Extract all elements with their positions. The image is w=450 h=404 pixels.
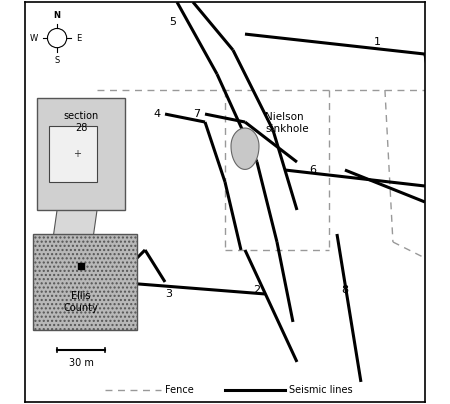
- Text: 2: 2: [253, 285, 261, 295]
- Text: 6: 6: [310, 165, 316, 175]
- Text: W: W: [30, 34, 38, 42]
- Text: 8: 8: [342, 285, 348, 295]
- Text: 3: 3: [166, 289, 172, 299]
- Text: 7: 7: [194, 109, 201, 119]
- FancyBboxPatch shape: [37, 98, 125, 210]
- Text: Ellis
County: Ellis County: [64, 291, 99, 313]
- FancyBboxPatch shape: [33, 234, 137, 330]
- Polygon shape: [231, 128, 259, 169]
- Text: 1: 1: [374, 37, 380, 47]
- FancyBboxPatch shape: [49, 126, 97, 182]
- Text: +: +: [73, 149, 81, 159]
- Text: Seismic lines: Seismic lines: [289, 385, 353, 395]
- Text: 4: 4: [153, 109, 161, 119]
- Text: Fence: Fence: [165, 385, 194, 395]
- Text: section
28: section 28: [63, 111, 99, 133]
- Text: N: N: [54, 11, 61, 21]
- Text: S: S: [54, 56, 60, 65]
- Text: Nielson
sinkhole: Nielson sinkhole: [265, 112, 309, 134]
- Text: 30 m: 30 m: [68, 358, 94, 368]
- Text: E: E: [76, 34, 81, 42]
- Polygon shape: [49, 210, 97, 266]
- Text: 5: 5: [170, 17, 176, 27]
